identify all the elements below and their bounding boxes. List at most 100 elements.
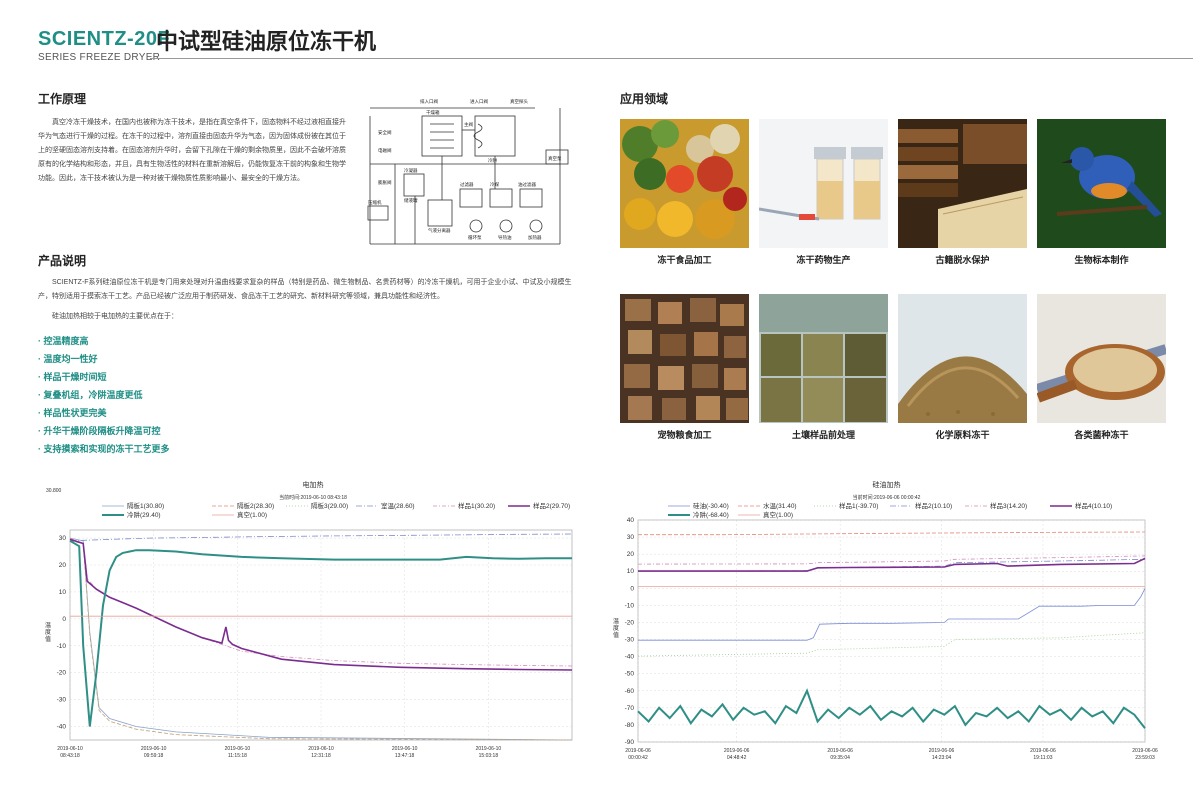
diagram-label: 冷阱: [488, 157, 497, 164]
legend-label: 样品2(10.10): [915, 501, 952, 510]
x-tick-label: 2019-06-10: [57, 746, 83, 752]
x-tick-label: 09:59:18: [144, 753, 164, 759]
process-diagram: 排入口阀 进入口阀 真空探头 主阀 冷阱 真空泵 安全阀 冷凝器 压缩机 电磁阀…: [360, 94, 572, 254]
chart-title: 电加热: [303, 480, 324, 489]
advantage-intro: 硅油加热相较于电加热的主要优点在于：: [52, 313, 178, 320]
x-tick-label: 09:35:04: [830, 755, 850, 761]
y-tick-label: -10: [57, 643, 67, 650]
series-line: [637, 632, 1146, 657]
advantage-list: · 控温精度高 · 温度均一性好 · 样品干燥时间短 · 复叠机组，冷阱温度更低…: [38, 332, 338, 458]
series-line: [69, 538, 573, 671]
silicone-oil-heating-chart: 硅油加热 当前时间:2019-06-06 00:00:42 硅油(-30.40) 水温…: [610, 478, 1163, 768]
y-tick-label: 30: [59, 535, 67, 542]
y-tick-label: -30: [57, 697, 67, 704]
y-axis-label: 温: [613, 617, 619, 625]
diagram-label: 主阀: [464, 121, 473, 128]
y-tick-label: -20: [625, 619, 635, 626]
x-tick-label: 2019-06-06: [929, 748, 955, 754]
y-tick-label: -80: [625, 722, 635, 729]
y-tick-label: 0: [62, 616, 66, 623]
principle-heading: 工作原理: [38, 92, 87, 106]
advantage-item: · 升华干燥阶段隔板升降温可控: [38, 426, 161, 436]
diagram-label: 压缩机: [368, 199, 382, 206]
y-tick-label: -90: [625, 739, 635, 746]
advantage-item: · 样品干燥时间短: [38, 372, 107, 382]
y-axis-label: 温: [45, 621, 51, 629]
x-tick-label: 2019-06-10: [392, 746, 418, 752]
application-label: 宠物粮食加工: [657, 430, 712, 440]
diagram-label: 安全阀: [378, 129, 392, 136]
diagram-label: 储液罐: [404, 197, 418, 204]
y-axis-label: 度: [613, 624, 619, 632]
x-tick-label: 04:48:42: [727, 755, 747, 761]
application-label: 古籍脱水保护: [935, 255, 990, 265]
application-label: 冻干药物生产: [796, 255, 851, 265]
chart-title: 硅油加热: [873, 480, 901, 489]
chart-subtitle: 当前时间:2019-06-10 08:43:18: [279, 494, 347, 501]
legend-label: 样品1(-39.70): [839, 501, 878, 510]
diagram-label: 电磁阀: [378, 147, 392, 154]
application-label: 化学原料冻干: [935, 430, 990, 440]
diagram-label: 干燥箱: [426, 109, 440, 116]
diagram-label: 真空探头: [510, 98, 528, 105]
application-label: 各类菌种冻干: [1074, 430, 1129, 440]
x-tick-label: 2019-06-10: [141, 746, 167, 752]
y-tick-label: -40: [57, 724, 67, 731]
application-label: 生物标本制作: [1074, 255, 1129, 265]
soil-sample-photo: [759, 294, 888, 423]
page-subtitle: SERIES FREEZE DRYER: [38, 52, 161, 63]
freeze-dried-food-photo: [620, 119, 749, 248]
x-tick-label: 23:59:03: [1135, 755, 1155, 761]
legend-label: 样品2(29.70): [533, 501, 570, 510]
legend-label: 室温(28.60): [381, 501, 415, 510]
y-tick-label: -50: [625, 671, 635, 678]
bird-specimen-photo: [1037, 119, 1166, 248]
advantage-item: · 复叠机组，冷阱温度更低: [38, 390, 143, 400]
y-axis-label: 值: [613, 631, 619, 639]
diagram-label: 冷凝器: [404, 167, 418, 174]
legend-label: 冷阱(29.40): [127, 510, 161, 519]
application-label: 土壤样品前处理: [791, 430, 855, 440]
advantage-item: · 温度均一性好: [38, 354, 98, 364]
ancient-book-photo: [898, 119, 1027, 248]
series-line: [638, 557, 1146, 572]
y-tick-label: -10: [625, 602, 635, 609]
series-line: [69, 533, 573, 542]
diagram-label: 冷媒: [490, 181, 499, 188]
legend-label: 隔板3(29.00): [311, 501, 348, 510]
advantage-item: · 控温精度高: [38, 336, 89, 346]
y-tick-label: 0: [630, 585, 634, 592]
y-tick-label: 30: [627, 534, 635, 541]
bacteria-powder-photo: [1037, 294, 1166, 423]
advantage-item: · 支持摸索和实现的冻干工艺更多: [38, 444, 170, 454]
y-tick-label: 10: [627, 568, 635, 575]
product-heading: 产品说明: [38, 254, 87, 268]
x-tick-label: 15:03:18: [479, 753, 499, 759]
x-tick-label: 2019-06-10: [225, 746, 251, 752]
x-tick-label: 19:11:03: [1033, 755, 1052, 761]
model-name: SCIENTZ-20F: [38, 28, 171, 50]
y-tick-label: 20: [59, 562, 67, 569]
diagram-label: 循环泵: [468, 234, 482, 241]
series-line: [69, 539, 572, 727]
process-diagram-svg: 排入口阀 进入口阀 真空探头 主阀 冷阱 真空泵 安全阀 冷凝器 压缩机 电磁阀…: [367, 98, 569, 245]
legend-label: 样品4(10.10): [1075, 501, 1112, 510]
legend-label: 样品1(30.20): [458, 501, 495, 510]
applications-heading: 应用领域: [620, 92, 669, 106]
x-tick-label: 11:15:18: [228, 753, 247, 759]
y-axis-label: 值: [45, 635, 51, 643]
series-line: [637, 688, 1146, 729]
diagram-label: 过滤器: [460, 181, 474, 188]
y-tick-label: -70: [625, 705, 635, 712]
y-tick-label: -20: [57, 670, 67, 677]
y-tick-label: -60: [625, 688, 635, 695]
y-tick-label: 40: [627, 517, 635, 524]
chart-subtitle: 当前时间:2019-06-06 00:00:42: [853, 494, 921, 501]
principle-text: 真空冷冻干燥技术，在国内也被称为冻干技术，是指在真空条件下，固态物料不经过液相直…: [38, 119, 346, 182]
legend-label: 隔板1(30.80): [127, 501, 164, 510]
diagram-label: 真空泵: [548, 155, 562, 162]
header-divider: [150, 58, 1193, 59]
page-title: 中试型硅油原位冻干机: [156, 29, 377, 54]
